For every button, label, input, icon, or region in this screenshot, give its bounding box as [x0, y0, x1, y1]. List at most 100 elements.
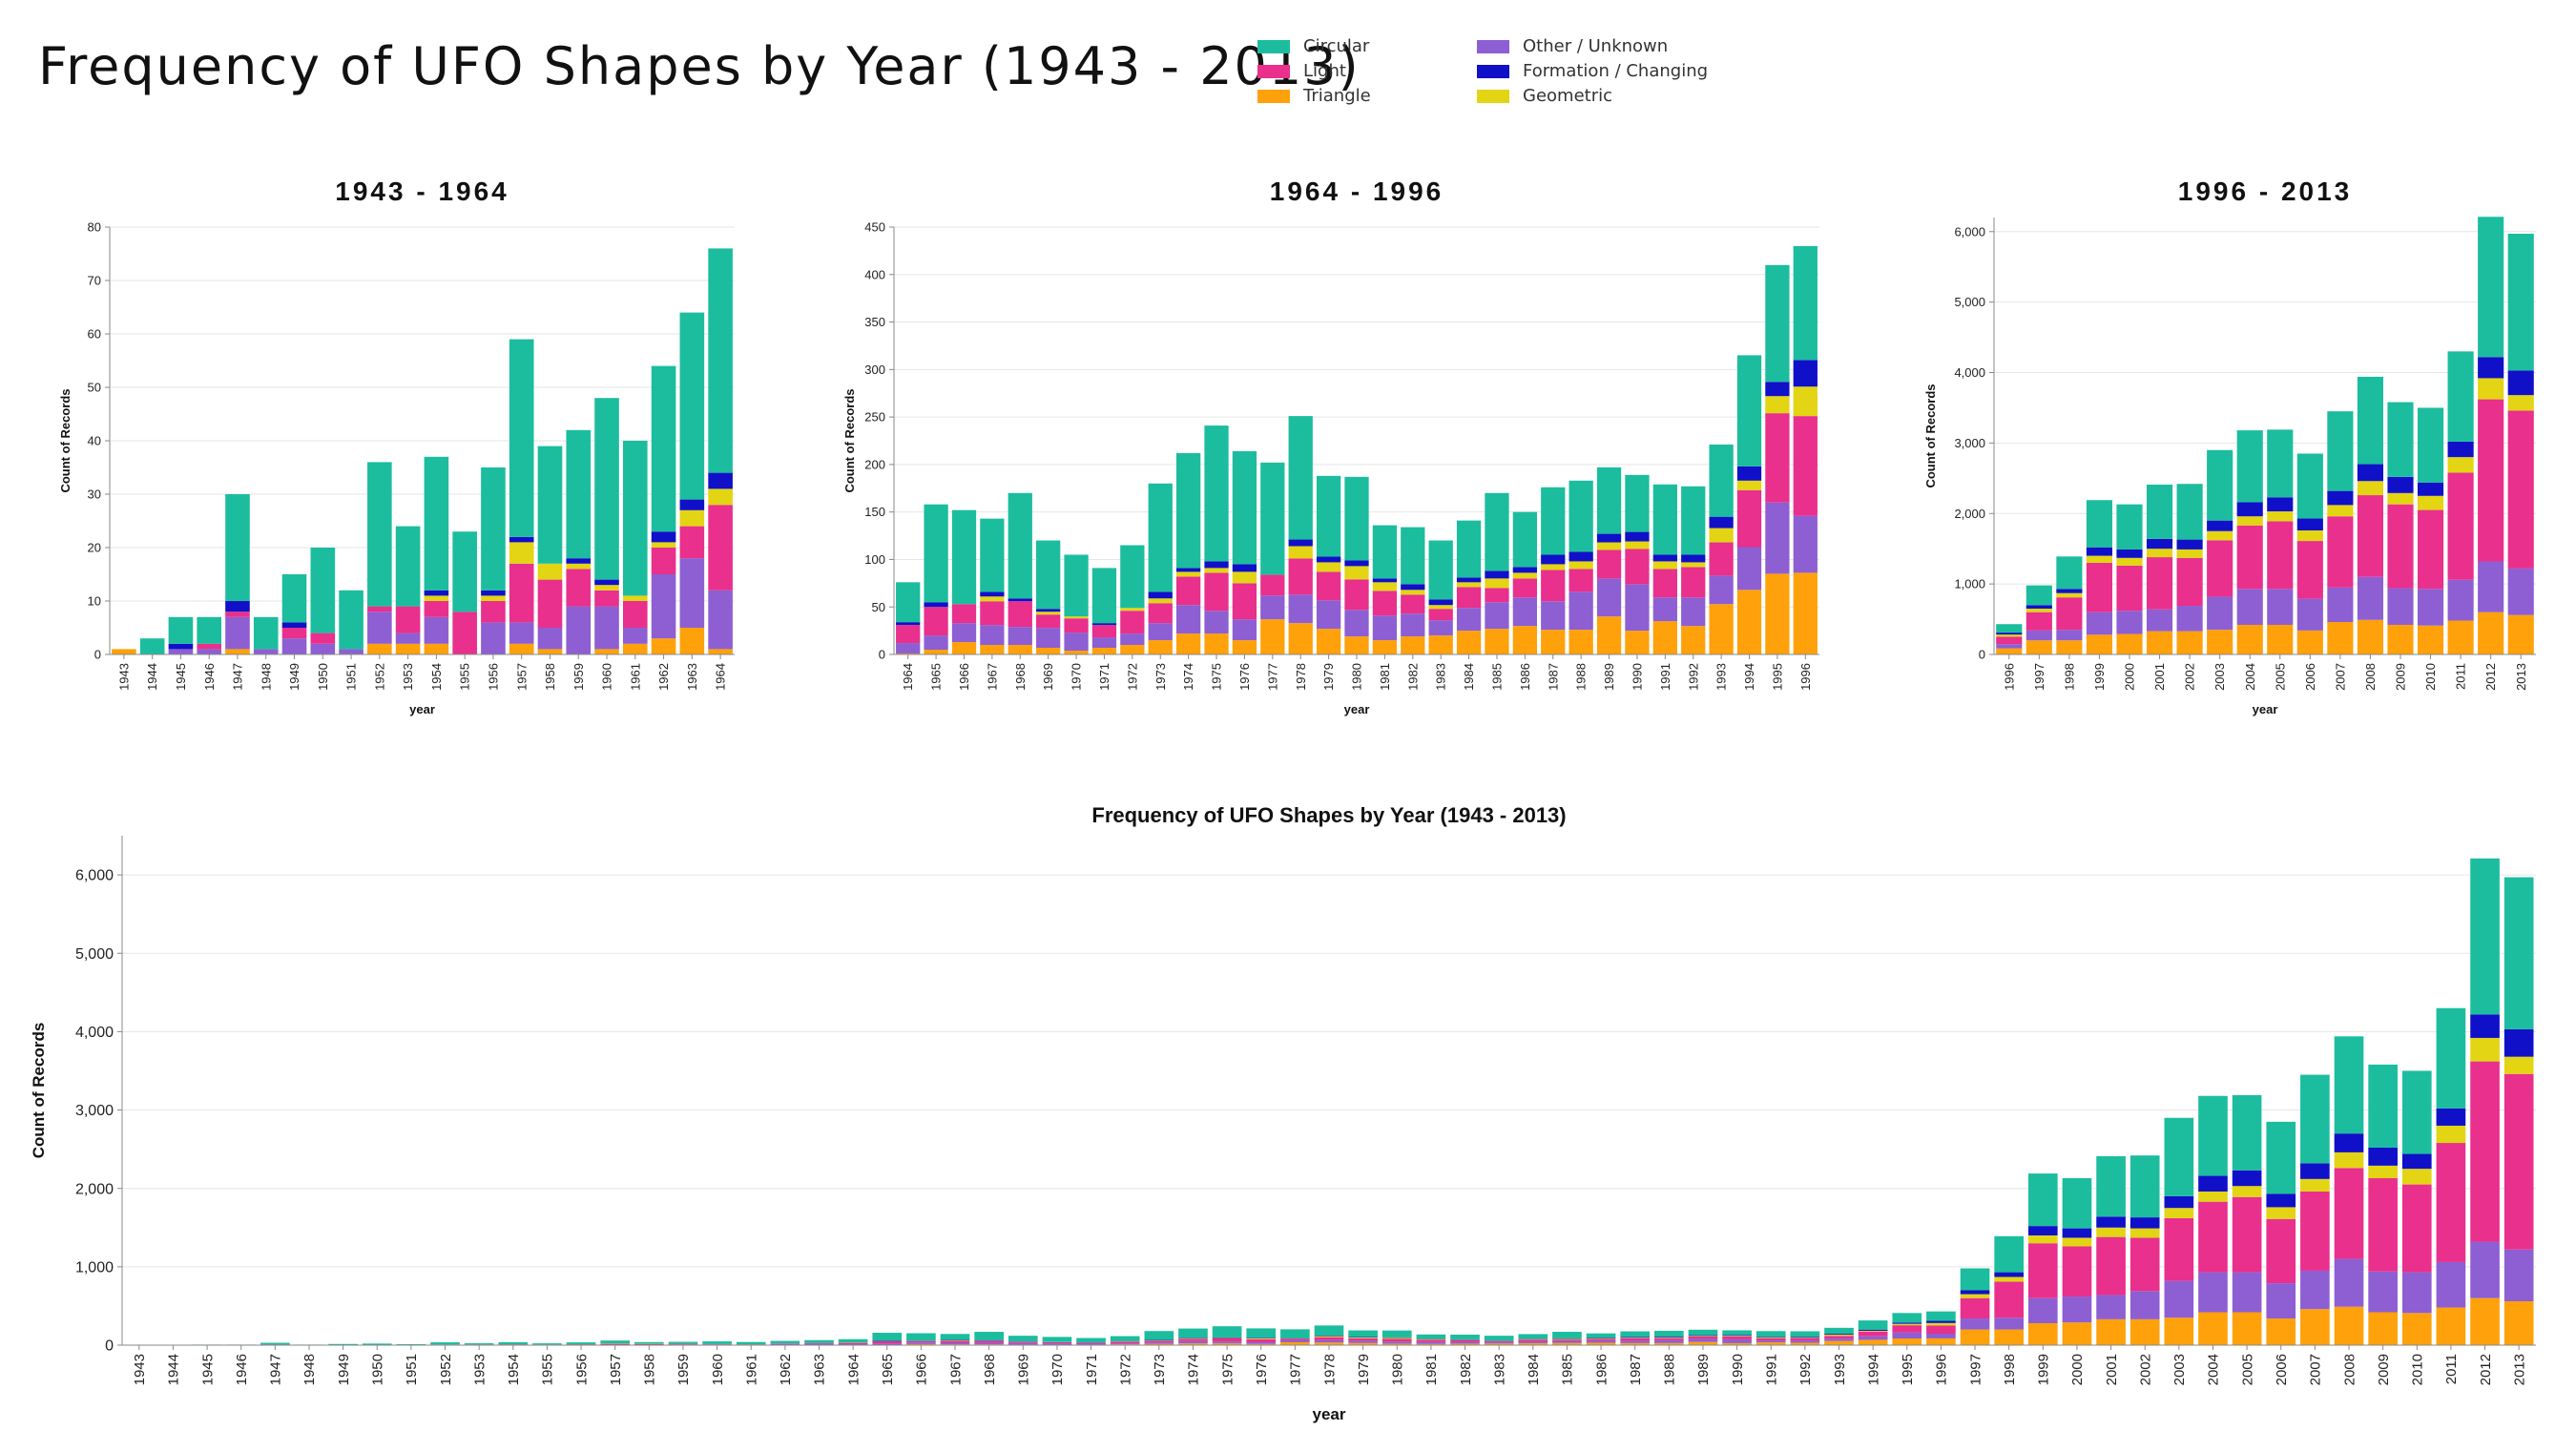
- bar-segment: [2357, 464, 2384, 482]
- bar-segment: [1042, 1341, 1072, 1344]
- x-tick-label: 1970: [1049, 1354, 1066, 1385]
- x-tick-label: 1993: [1714, 663, 1729, 691]
- bar-segment: [2436, 1125, 2466, 1144]
- bar-segment: [1485, 492, 1509, 571]
- bar-segment: [1260, 595, 1285, 620]
- bar-segment: [1232, 564, 1257, 572]
- bar-segment: [1042, 1343, 1072, 1345]
- bar-segment: [2503, 1028, 2534, 1057]
- bar-segment: [2198, 1312, 2228, 1345]
- x-tick-label: 1975: [1219, 1354, 1236, 1385]
- bar-segment: [1316, 556, 1341, 563]
- bar-segment: [1484, 1336, 1514, 1341]
- bar-segment: [1428, 635, 1453, 654]
- bar-segment: [1450, 1343, 1480, 1345]
- bar-segment: [1372, 615, 1398, 641]
- bar-segment: [1709, 575, 1734, 605]
- bar-segment: [2086, 547, 2113, 556]
- bar-segment: [1076, 1338, 1106, 1343]
- bar-segment: [1344, 560, 1369, 567]
- bar-segment: [1654, 1338, 1684, 1340]
- bar-segment: [940, 1334, 970, 1340]
- bar-segment: [2027, 1243, 2058, 1298]
- bar-segment: [2401, 1070, 2432, 1154]
- bar-segment: [1596, 542, 1622, 550]
- bar-segment: [2025, 630, 2052, 641]
- bar-segment: [1485, 578, 1509, 589]
- x-tick-label: 2011: [2443, 1354, 2460, 1384]
- x-tick-label: 1991: [1763, 1354, 1779, 1385]
- bar-segment: [1064, 633, 1089, 652]
- y-tick-label: 20: [88, 541, 101, 555]
- y-tick-label: 6,000: [75, 868, 114, 884]
- bar-segment: [940, 1342, 970, 1345]
- bar-segment: [2236, 589, 2263, 625]
- x-tick-label: 1954: [429, 663, 444, 691]
- bar-segment: [2266, 1318, 2296, 1345]
- x-tick-label: 1978: [1294, 663, 1308, 691]
- bar-segment: [1688, 1336, 1718, 1339]
- y-tick-label: 2,000: [1954, 507, 1985, 521]
- bar-segment: [1586, 1333, 1616, 1338]
- bar-segment: [1996, 648, 2023, 654]
- bar-segment: [1372, 578, 1398, 583]
- x-tick-label: 1982: [1405, 663, 1420, 691]
- bar-segment: [906, 1333, 936, 1341]
- bar-segment: [1892, 1338, 1922, 1345]
- bar-segment: [924, 650, 948, 654]
- x-tick-label: 2001: [2152, 663, 2167, 691]
- bar-segment: [2146, 549, 2173, 558]
- bar-segment: [924, 607, 948, 636]
- bar-segment: [1204, 561, 1229, 569]
- bar-segment: [708, 472, 733, 489]
- bar-segment: [1381, 1330, 1412, 1338]
- x-tick-label: 1986: [1593, 1354, 1610, 1385]
- bar-segment: [2368, 1312, 2398, 1345]
- x-tick-label: 1992: [1797, 1354, 1814, 1385]
- bar-segment: [980, 645, 1005, 654]
- bar-segment: [896, 622, 921, 626]
- x-tick-label: 1968: [982, 1354, 998, 1385]
- bar-segment: [1586, 1340, 1616, 1343]
- bar-segment: [1858, 1320, 1888, 1330]
- bar-segment: [2164, 1195, 2194, 1209]
- bar-segment: [1120, 545, 1145, 609]
- bar-segment: [1996, 644, 2023, 649]
- bar-segment: [600, 1343, 631, 1345]
- bar-segment: [1485, 588, 1509, 603]
- bar-segment: [1416, 1338, 1446, 1340]
- x-tick-label: 1990: [1630, 663, 1644, 691]
- bar-segment: [2207, 520, 2233, 531]
- x-tick-label: 1966: [957, 663, 971, 691]
- legend-label: Triangle: [1303, 86, 1371, 106]
- bar-segment: [1755, 1337, 1786, 1338]
- bar-segment: [1246, 1338, 1277, 1339]
- bar-segment: [2116, 549, 2143, 558]
- bar-segment: [974, 1342, 1004, 1345]
- bar-segment: [2478, 399, 2504, 562]
- bar-segment: [1148, 483, 1173, 592]
- bar-segment: [1416, 1334, 1446, 1339]
- x-tick-label: 1958: [642, 1354, 658, 1385]
- bar-segment: [2387, 624, 2414, 654]
- bar-segment: [1765, 264, 1790, 383]
- bar-segment: [1512, 597, 1538, 627]
- bar-segment: [2417, 495, 2444, 510]
- x-tick-label: 1987: [1628, 1354, 1644, 1385]
- bar-segment: [1456, 577, 1482, 583]
- bar-segment: [594, 606, 619, 650]
- bar-segment: [622, 441, 648, 596]
- bar-segment: [1148, 591, 1173, 599]
- bar-segment: [424, 616, 449, 644]
- bar-segment: [1148, 623, 1173, 641]
- bar-segment: [1892, 1332, 1922, 1339]
- x-tick-label: 2008: [2341, 1354, 2358, 1385]
- bar-segment: [537, 446, 563, 564]
- bar-segment: [2447, 441, 2474, 458]
- bar-segment: [1654, 1337, 1684, 1338]
- bar-segment: [1120, 633, 1145, 646]
- bar-segment: [2056, 556, 2083, 590]
- bar-segment: [1110, 1341, 1140, 1344]
- bar-segment: [1709, 542, 1734, 576]
- legend-item-circular: Circular: [1257, 36, 1369, 56]
